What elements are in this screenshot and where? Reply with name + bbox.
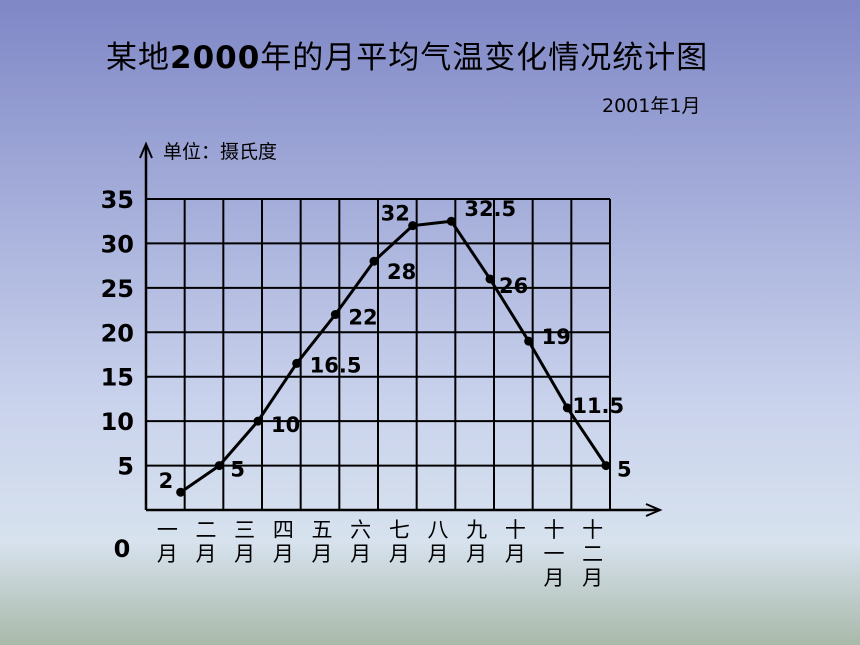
x-tick-label: 七月 xyxy=(389,518,410,566)
x-axis-arrow xyxy=(645,503,663,517)
x-tick-label: 十一月 xyxy=(544,518,565,590)
data-label: 10 xyxy=(271,413,300,437)
data-label: 32.5 xyxy=(464,197,516,221)
data-point xyxy=(292,358,302,368)
x-tick-label: 四月 xyxy=(273,518,294,566)
data-point xyxy=(524,336,534,346)
y-tick-label: 5 xyxy=(117,453,134,481)
data-label: 22 xyxy=(348,306,377,330)
y-axis-arrow xyxy=(139,141,153,159)
y-axis-label: 单位：摄氏度 xyxy=(163,141,277,163)
data-label: 5 xyxy=(617,458,632,482)
data-point xyxy=(601,461,611,471)
data-point xyxy=(369,256,379,266)
data-point xyxy=(408,221,418,231)
x-tick-label: 六月 xyxy=(350,518,371,566)
data-label: 2 xyxy=(159,469,174,493)
y-tick-label: 25 xyxy=(101,275,134,303)
y-tick-label: 10 xyxy=(101,408,134,436)
data-point xyxy=(176,487,186,497)
data-label: 5 xyxy=(230,458,245,482)
y-tick-label: 30 xyxy=(101,230,134,258)
x-tick-label: 二月 xyxy=(196,518,217,566)
data-label: 26 xyxy=(499,274,528,298)
y-tick-label: 15 xyxy=(101,364,134,392)
data-point xyxy=(253,416,263,426)
origin-label: 0 xyxy=(114,535,131,563)
data-point xyxy=(446,216,456,226)
x-tick-label: 九月 xyxy=(466,518,487,566)
data-label: 11.5 xyxy=(572,394,624,418)
data-label: 19 xyxy=(542,325,571,349)
chart-date: 2001年1月 xyxy=(602,95,701,117)
data-point xyxy=(485,274,495,284)
data-label: 32 xyxy=(381,202,410,226)
data-label: 16.5 xyxy=(310,353,362,377)
temperature-line xyxy=(179,219,608,494)
y-tick-label: 35 xyxy=(101,186,134,214)
x-tick-label: 五月 xyxy=(312,518,333,566)
data-point xyxy=(562,403,572,413)
x-tick-label: 十月 xyxy=(505,518,526,566)
chart-title: 某地2000年的月平均气温变化情况统计图 xyxy=(106,40,709,76)
x-tick-label: 一月 xyxy=(157,518,178,566)
x-tick-label: 八月 xyxy=(428,518,449,566)
data-point xyxy=(330,310,340,320)
y-tick-label: 20 xyxy=(101,319,134,347)
data-label: 28 xyxy=(387,260,416,284)
x-tick-label: 十二月 xyxy=(582,518,603,590)
x-tick-label: 三月 xyxy=(234,518,255,566)
data-point xyxy=(214,461,224,471)
